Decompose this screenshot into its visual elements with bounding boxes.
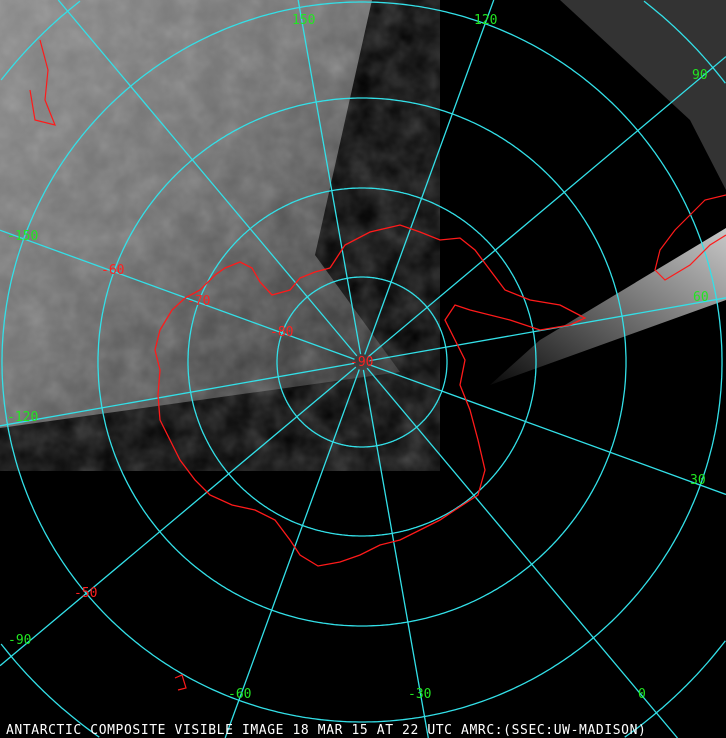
meridian-line xyxy=(297,0,362,355)
cloud-noise xyxy=(0,0,400,428)
meridian-line xyxy=(0,366,357,667)
longitude-label: -150 xyxy=(7,229,38,244)
meridian-line xyxy=(57,0,358,357)
longitude-label: -120 xyxy=(7,410,38,425)
image-caption: ANTARCTIC COMPOSITE VISIBLE IMAGE 18 MAR… xyxy=(6,723,646,738)
coastline-islands xyxy=(174,674,187,691)
longitude-label: 0 xyxy=(638,687,646,702)
longitude-label: 30 xyxy=(690,473,706,488)
cloud-imagery-ne xyxy=(560,0,726,190)
coastline-south-america xyxy=(654,194,726,281)
latitude-circle xyxy=(1,1,723,723)
coastline-nw xyxy=(29,39,56,126)
longitude-label: 60 xyxy=(693,290,709,305)
longitude-label: -90 xyxy=(8,633,31,648)
longitude-label: -30 xyxy=(408,687,431,702)
latitude-circle xyxy=(276,276,448,448)
cloud-imagery-east xyxy=(490,228,726,385)
latitude-label: -80 xyxy=(270,325,293,340)
longitude-label: -60 xyxy=(228,687,251,702)
meridian-line xyxy=(224,369,360,738)
latitude-circle xyxy=(187,187,537,537)
latitude-label: -70 xyxy=(187,294,210,309)
longitude-label: 150 xyxy=(292,13,315,28)
longitude-label: 120 xyxy=(474,13,497,28)
latitude-label: -90 xyxy=(350,355,373,370)
latitude-circle xyxy=(97,97,627,627)
latitude-label: -50 xyxy=(74,586,97,601)
meridian-line xyxy=(362,369,429,738)
antarctica-coastline xyxy=(154,224,587,567)
meridian-line xyxy=(367,56,726,358)
longitude-label: 90 xyxy=(692,68,708,83)
meridian-line xyxy=(0,229,355,360)
latitude-label: -60 xyxy=(101,263,124,278)
meridian-line xyxy=(366,367,678,738)
meridian-line xyxy=(364,0,495,355)
meridian-line xyxy=(0,362,355,427)
meridian-line xyxy=(369,364,726,496)
